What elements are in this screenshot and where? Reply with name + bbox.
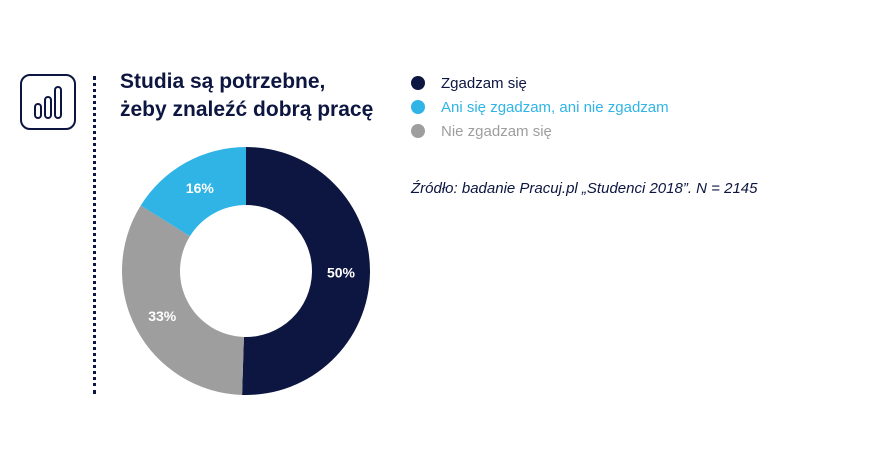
legend-swatch-agree (411, 76, 425, 90)
legend-item-disagree: Nie zgadzam się (411, 120, 669, 142)
source-note: Źródło: badanie Pracuj.pl „Studenci 2018… (411, 180, 758, 197)
chart-title-line-1: Studia są potrzebne, (120, 70, 326, 93)
legend-swatch-disagree (411, 124, 425, 138)
bar-chart-icon (20, 74, 76, 130)
legend-item-neutral: Ani się zgadzam, ani nie zgadzam (411, 96, 669, 118)
chart-legend: Zgadzam się Ani się zgadzam, ani nie zga… (411, 72, 669, 144)
chart-title: Studia są potrzebne, żeby znaleźć dobrą … (120, 68, 420, 124)
legend-swatch-neutral (411, 100, 425, 114)
legend-label-agree: Zgadzam się (441, 74, 527, 92)
legend-item-agree: Zgadzam się (411, 72, 669, 94)
slice-neutral (140, 147, 246, 237)
dotted-divider (93, 76, 96, 394)
data-label-neutral: 16% (186, 180, 215, 196)
chart-title-line-2: żeby znaleźć dobrą pracę (120, 98, 374, 121)
data-label-disagree: 33% (148, 308, 177, 324)
donut-chart: 50% 16% 33% (121, 147, 371, 396)
slice-agree (242, 147, 371, 396)
data-label-agree: 50% (327, 265, 356, 281)
legend-label-neutral: Ani się zgadzam, ani nie zgadzam (441, 98, 669, 116)
slice-disagree (121, 205, 244, 395)
legend-label-disagree: Nie zgadzam się (441, 122, 552, 140)
